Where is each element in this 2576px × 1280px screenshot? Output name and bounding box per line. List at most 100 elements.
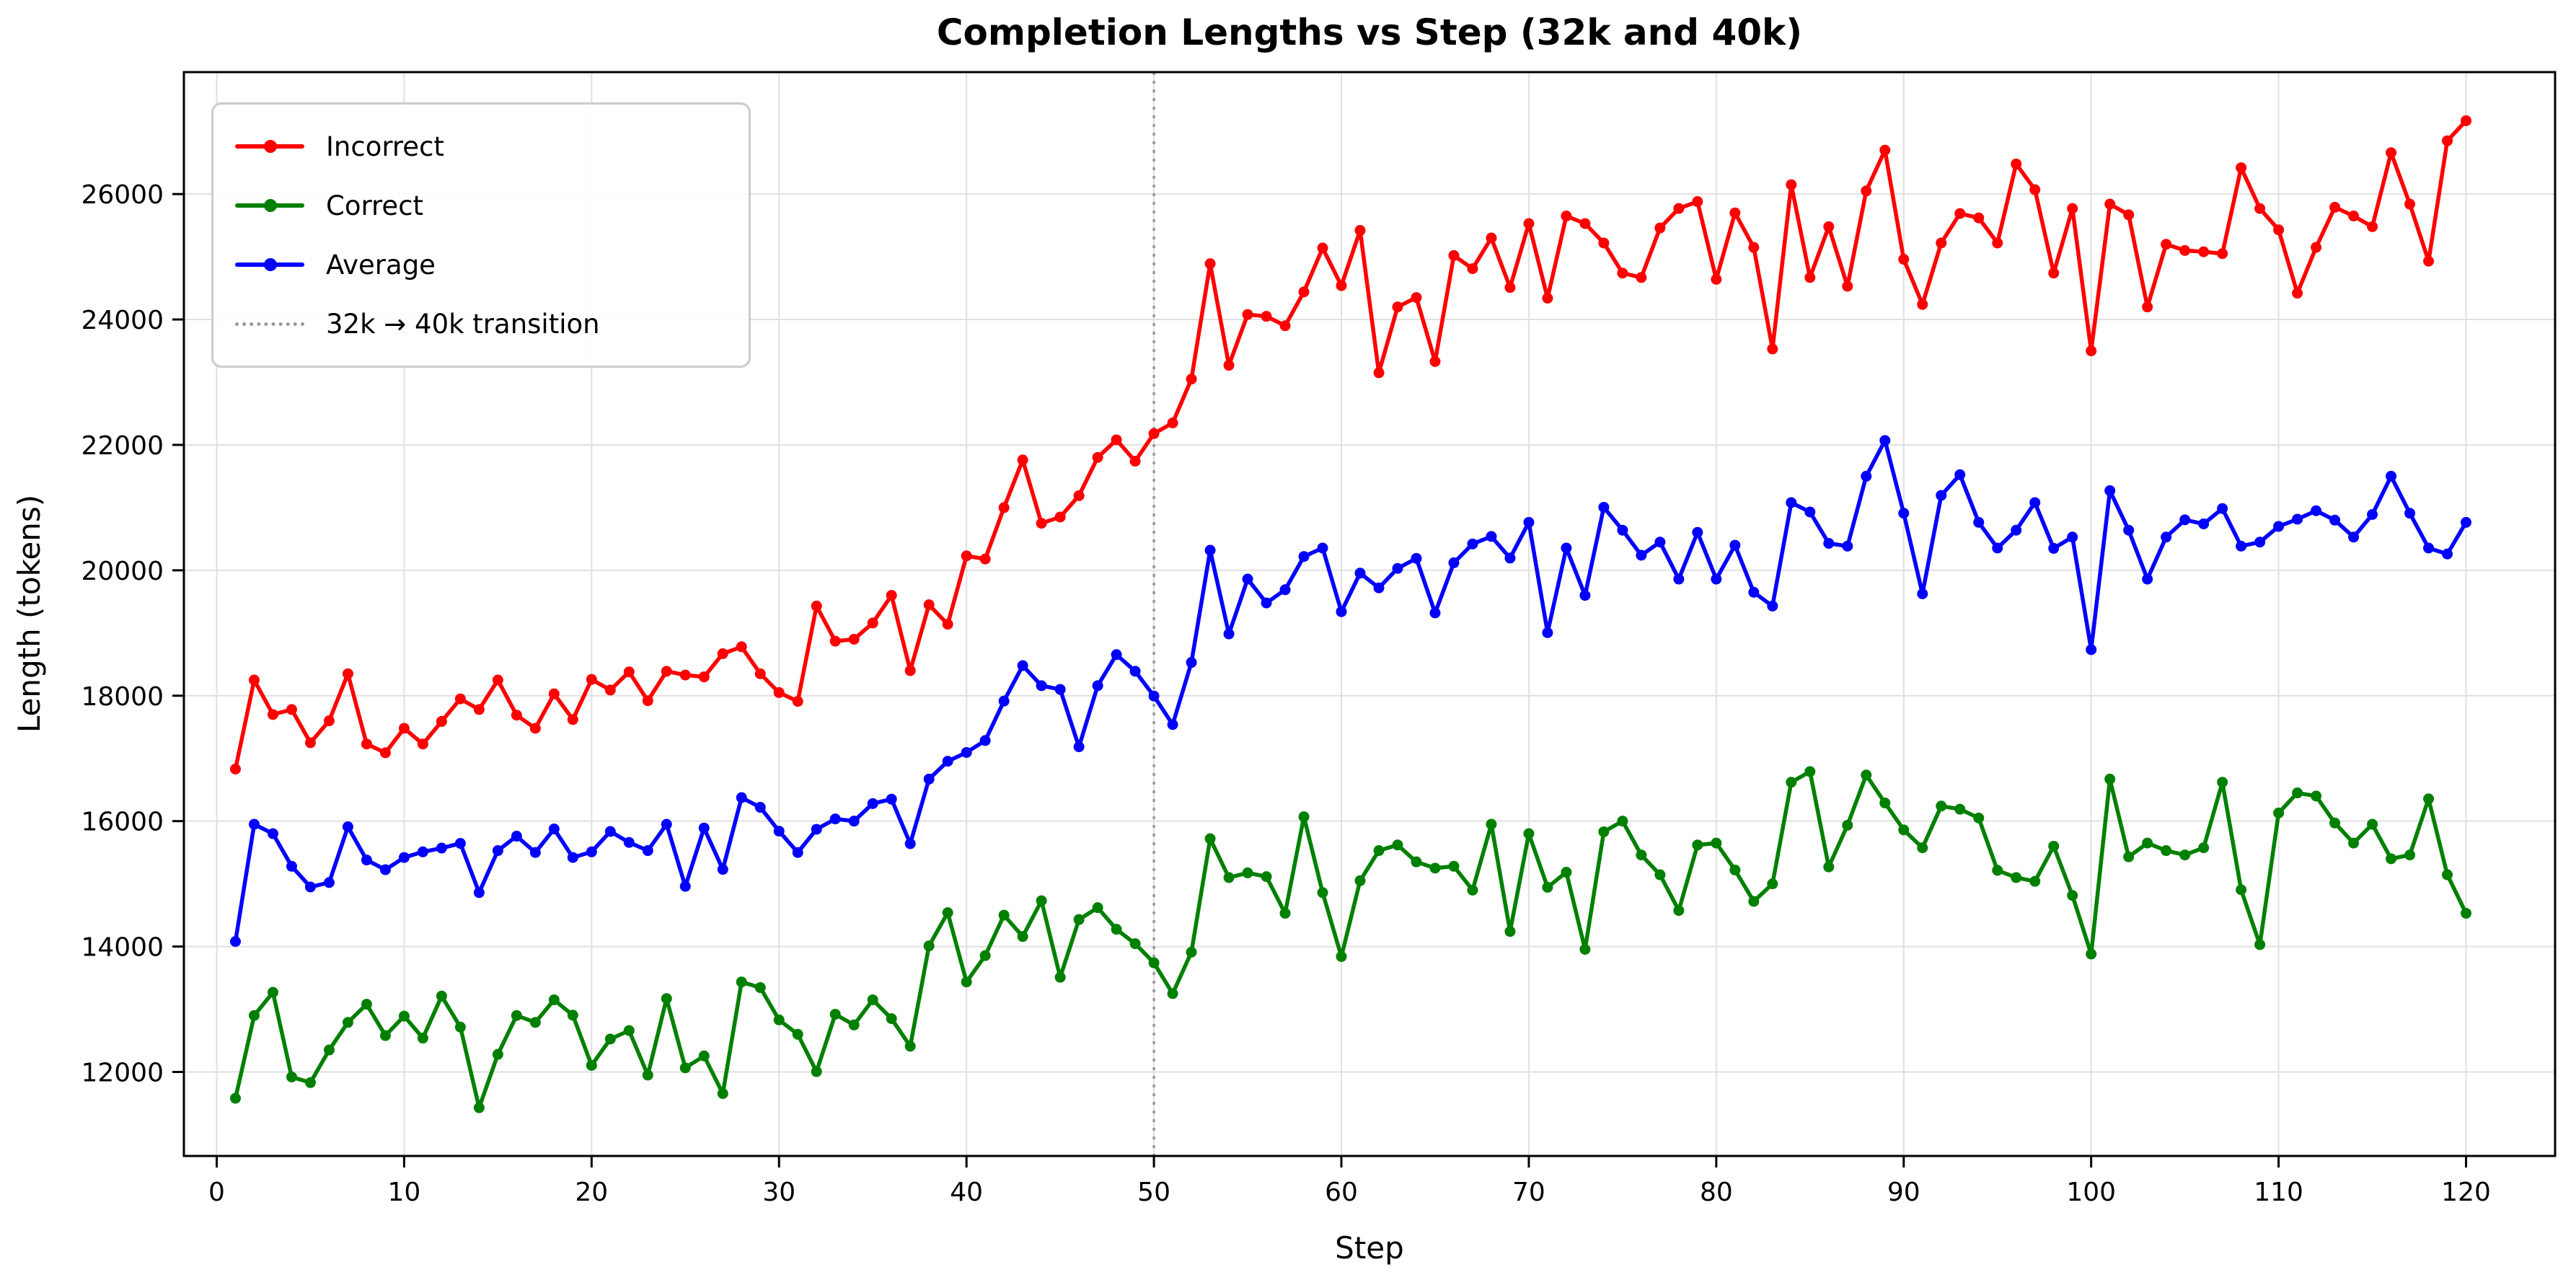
- correct-point: [1767, 878, 1778, 890]
- incorrect-point: [2367, 221, 2378, 232]
- incorrect-point: [1842, 281, 1853, 292]
- correct-point: [2029, 875, 2041, 887]
- incorrect-point: [2179, 244, 2191, 256]
- correct-point: [736, 976, 747, 988]
- correct-point: [473, 1102, 485, 1113]
- y-tick-label: 18000: [81, 682, 164, 712]
- correct-point: [1448, 860, 1460, 872]
- correct-point: [604, 1033, 616, 1045]
- correct-point: [2104, 773, 2116, 785]
- average-point: [2161, 531, 2172, 543]
- average-point: [379, 864, 391, 875]
- correct-point: [1748, 896, 1760, 907]
- average-point: [1786, 497, 1797, 508]
- incorrect-point: [1411, 292, 1422, 304]
- incorrect-point: [473, 704, 485, 715]
- correct-point: [548, 994, 560, 1005]
- average-point: [248, 818, 260, 830]
- x-tick-label: 30: [762, 1178, 795, 1207]
- correct-point: [2273, 807, 2285, 818]
- correct-point: [1786, 777, 1797, 788]
- incorrect-point: [1054, 511, 1066, 523]
- correct-point: [1317, 887, 1328, 899]
- x-tick-label: 70: [1512, 1178, 1545, 1207]
- correct-point: [436, 990, 447, 1002]
- incorrect-point: [2217, 248, 2228, 260]
- incorrect-point: [1129, 456, 1141, 467]
- average-point: [1129, 666, 1141, 677]
- correct-point: [1673, 905, 1685, 917]
- average-point: [304, 881, 316, 893]
- incorrect-point: [529, 723, 541, 734]
- correct-point: [1823, 861, 1835, 873]
- average-point: [473, 887, 485, 899]
- correct-point: [1654, 869, 1666, 880]
- incorrect-point: [1373, 367, 1385, 379]
- y-tick-label: 26000: [81, 180, 164, 210]
- incorrect-point: [961, 550, 972, 562]
- correct-point: [2217, 777, 2228, 788]
- correct-point: [1186, 946, 1197, 958]
- average-point: [1036, 680, 1047, 692]
- correct-point: [1879, 797, 1891, 808]
- incorrect-point: [1429, 356, 1441, 367]
- average-point: [604, 826, 616, 837]
- average-point: [361, 855, 372, 866]
- average-point: [1017, 660, 1028, 671]
- average-point: [2404, 508, 2416, 519]
- x-tick-label: 50: [1137, 1178, 1170, 1207]
- average-point: [398, 852, 410, 863]
- average-point: [679, 880, 691, 892]
- correct-point: [867, 994, 878, 1005]
- correct-line-swatch-icon: [235, 199, 304, 212]
- chart-title: Completion Lengths vs Step (32k and 40k): [937, 12, 1802, 53]
- correct-point: [342, 1017, 353, 1028]
- average-point: [1561, 542, 1572, 554]
- correct-point: [1954, 803, 1966, 815]
- legend-item-average: Average: [235, 239, 727, 291]
- correct-point: [1917, 842, 1928, 854]
- average-point: [2011, 524, 2022, 536]
- average-point: [754, 802, 766, 813]
- average-line-swatch-icon: [235, 258, 304, 271]
- correct-point: [1936, 800, 1947, 812]
- incorrect-point: [773, 687, 785, 698]
- incorrect-point: [1767, 343, 1778, 355]
- legend-item-correct: Correct: [235, 180, 727, 231]
- incorrect-point: [1617, 268, 1628, 279]
- average-point: [736, 792, 747, 803]
- correct-point: [1973, 812, 1985, 824]
- correct-point: [1298, 811, 1310, 823]
- correct-point: [2329, 817, 2341, 829]
- incorrect-point: [2311, 242, 2322, 253]
- correct-point: [698, 1050, 710, 1061]
- correct-point: [829, 1008, 841, 1020]
- axis-ticks: 0 10 20 30 40 50 60 70 80 90 100 110 120 12000 14000 16…: [81, 180, 2490, 1207]
- average-point: [848, 816, 860, 827]
- x-axis-label: Step: [1335, 1230, 1404, 1266]
- correct-point: [1636, 849, 1647, 861]
- incorrect-point: [2048, 268, 2060, 279]
- incorrect-point: [2423, 255, 2435, 267]
- correct-point: [1392, 839, 1403, 851]
- average-point: [698, 822, 710, 834]
- correct-point: [623, 1025, 635, 1036]
- correct-point: [492, 1049, 503, 1060]
- correct-point: [1073, 914, 1085, 925]
- correct-point: [1092, 902, 1103, 914]
- correct-point: [811, 1066, 822, 1077]
- average-point: [2273, 521, 2285, 532]
- incorrect-point: [1729, 207, 1741, 219]
- average-point: [2461, 516, 2472, 528]
- correct-point: [1992, 865, 2003, 876]
- y-axis-label: Length (tokens): [12, 495, 47, 733]
- average-point: [1279, 584, 1291, 596]
- average-point: [1242, 573, 1253, 585]
- average-point: [998, 695, 1010, 707]
- x-tick-label: 60: [1325, 1178, 1358, 1207]
- incorrect-point: [1073, 490, 1085, 501]
- incorrect-point: [2123, 209, 2135, 221]
- correct-point: [323, 1044, 335, 1056]
- correct-point: [286, 1071, 297, 1082]
- average-point: [492, 845, 503, 857]
